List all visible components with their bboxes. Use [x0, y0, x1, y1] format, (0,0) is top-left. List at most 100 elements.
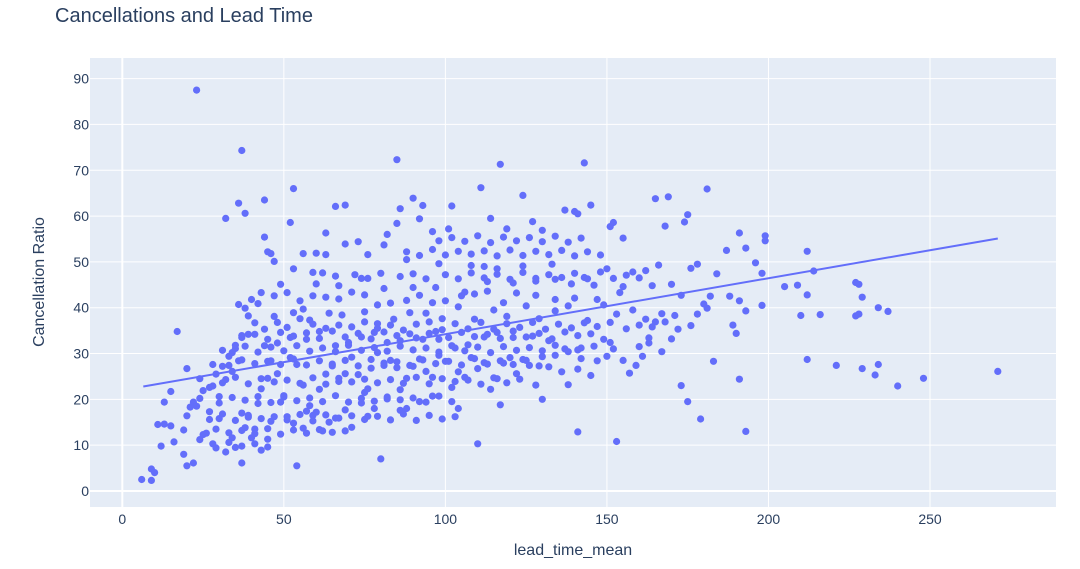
scatter-point[interactable]: [205, 408, 214, 416]
scatter-point[interactable]: [196, 394, 204, 402]
scatter-point[interactable]: [225, 352, 233, 360]
scatter-point[interactable]: [257, 415, 265, 423]
scatter-point[interactable]: [196, 375, 204, 383]
scatter-point[interactable]: [348, 378, 356, 386]
scatter-point[interactable]: [396, 386, 404, 394]
scatter-point[interactable]: [267, 343, 275, 351]
scatter-point[interactable]: [231, 341, 239, 349]
scatter-point[interactable]: [215, 399, 223, 407]
scatter-point[interactable]: [470, 315, 479, 323]
scatter-point[interactable]: [193, 402, 201, 410]
scatter-point[interactable]: [441, 251, 449, 259]
scatter-point[interactable]: [180, 450, 188, 458]
scatter-point[interactable]: [422, 275, 430, 283]
scatter-point[interactable]: [561, 328, 569, 336]
scatter-point[interactable]: [270, 292, 278, 300]
scatter-point[interactable]: [642, 315, 650, 323]
scatter-point[interactable]: [241, 342, 249, 350]
scatter-point[interactable]: [613, 437, 621, 446]
scatter-point[interactable]: [335, 374, 343, 382]
scatter-point[interactable]: [538, 347, 546, 355]
scatter-point[interactable]: [529, 332, 537, 340]
scatter-point[interactable]: [341, 427, 349, 435]
scatter-point[interactable]: [306, 402, 314, 410]
scatter-point[interactable]: [412, 416, 420, 424]
scatter-point[interactable]: [328, 327, 336, 335]
scatter-point[interactable]: [467, 250, 475, 258]
scatter-point[interactable]: [622, 271, 630, 279]
scatter-point[interactable]: [344, 398, 353, 406]
scatter-point[interactable]: [406, 361, 414, 369]
scatter-point[interactable]: [386, 299, 395, 307]
scatter-point[interactable]: [254, 348, 262, 356]
scatter-point[interactable]: [603, 352, 611, 360]
scatter-point[interactable]: [554, 320, 563, 328]
scatter-point[interactable]: [477, 318, 485, 326]
scatter-point[interactable]: [470, 355, 479, 363]
scatter-point[interactable]: [302, 335, 311, 343]
scatter-point[interactable]: [289, 185, 298, 193]
scatter-point[interactable]: [729, 321, 737, 329]
scatter-point[interactable]: [884, 307, 892, 315]
scatter-point[interactable]: [564, 348, 572, 356]
scatter-point[interactable]: [858, 365, 866, 373]
scatter-point[interactable]: [548, 335, 556, 343]
scatter-point[interactable]: [160, 420, 168, 428]
scatter-point[interactable]: [512, 346, 521, 354]
scatter-point[interactable]: [341, 356, 349, 364]
scatter-point[interactable]: [289, 426, 298, 434]
scatter-point[interactable]: [635, 274, 643, 282]
scatter-point[interactable]: [209, 360, 217, 369]
scatter-point[interactable]: [319, 398, 327, 406]
scatter-point[interactable]: [735, 229, 744, 237]
scatter-point[interactable]: [451, 413, 459, 421]
scatter-point[interactable]: [412, 320, 420, 328]
scatter-point[interactable]: [319, 344, 327, 352]
scatter-point[interactable]: [367, 335, 375, 343]
scatter-point[interactable]: [251, 330, 259, 338]
scatter-point[interactable]: [519, 251, 527, 260]
scatter-point[interactable]: [367, 355, 375, 364]
scatter-point[interactable]: [467, 269, 475, 277]
scatter-point[interactable]: [312, 249, 320, 257]
scatter-point[interactable]: [667, 280, 676, 288]
scatter-point[interactable]: [354, 371, 362, 379]
scatter-point[interactable]: [464, 325, 472, 333]
scatter-point[interactable]: [454, 275, 462, 283]
scatter-point[interactable]: [396, 272, 404, 281]
scatter-point[interactable]: [674, 325, 682, 333]
scatter-point[interactable]: [244, 312, 252, 320]
scatter-point[interactable]: [205, 415, 214, 424]
scatter-point[interactable]: [651, 195, 660, 203]
scatter-point[interactable]: [322, 411, 330, 419]
scatter-point[interactable]: [225, 429, 233, 437]
scatter-point[interactable]: [606, 318, 614, 326]
scatter-point[interactable]: [532, 247, 540, 255]
scatter-point[interactable]: [480, 262, 488, 271]
scatter-point[interactable]: [315, 334, 323, 342]
scatter-point[interactable]: [322, 293, 330, 301]
scatter-point[interactable]: [380, 359, 388, 367]
scatter-point[interactable]: [810, 267, 818, 275]
scatter-point[interactable]: [228, 367, 236, 375]
scatter-point[interactable]: [742, 244, 750, 252]
scatter-point[interactable]: [438, 375, 446, 383]
scatter-point[interactable]: [522, 356, 530, 364]
scatter-point[interactable]: [619, 234, 627, 242]
scatter-point[interactable]: [241, 396, 249, 404]
scatter-point[interactable]: [422, 344, 430, 352]
scatter-point[interactable]: [193, 86, 201, 94]
scatter-point[interactable]: [403, 256, 411, 264]
scatter-point[interactable]: [373, 301, 382, 309]
scatter-point[interactable]: [425, 411, 433, 419]
scatter-point[interactable]: [260, 325, 269, 333]
scatter-point[interactable]: [315, 327, 323, 336]
scatter-point[interactable]: [396, 205, 404, 213]
scatter-point[interactable]: [490, 374, 498, 382]
scatter-point[interactable]: [264, 374, 272, 382]
scatter-point[interactable]: [606, 223, 614, 231]
scatter-point[interactable]: [558, 246, 566, 254]
scatter-point[interactable]: [399, 379, 407, 387]
scatter-point[interactable]: [535, 329, 543, 337]
scatter-point[interactable]: [571, 252, 579, 260]
